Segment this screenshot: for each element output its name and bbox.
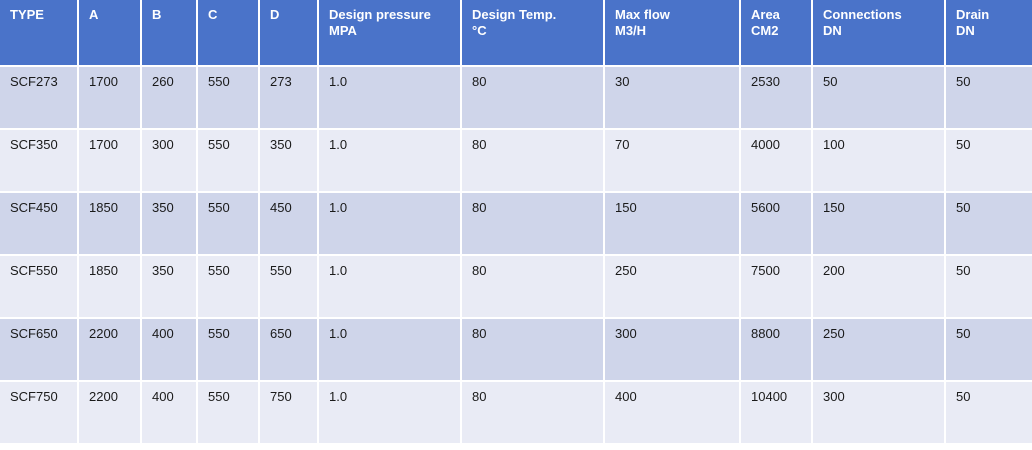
cell-drain: 50 xyxy=(946,130,1032,191)
cell-area: 5600 xyxy=(741,193,811,254)
header-a: A xyxy=(79,0,140,65)
cell-area: 2530 xyxy=(741,67,811,128)
cell-design-pressure: 1.0 xyxy=(319,193,460,254)
cell-b: 400 xyxy=(142,382,196,443)
cell-max-flow: 70 xyxy=(605,130,739,191)
header-c: C xyxy=(198,0,258,65)
cell-a: 2200 xyxy=(79,382,140,443)
cell-b: 260 xyxy=(142,67,196,128)
cell-d: 450 xyxy=(260,193,317,254)
cell-connections: 250 xyxy=(813,319,944,380)
cell-area: 8800 xyxy=(741,319,811,380)
cell-c: 550 xyxy=(198,193,258,254)
cell-type: SCF450 xyxy=(0,193,77,254)
header-connections: Connections DN xyxy=(813,0,944,65)
cell-area: 4000 xyxy=(741,130,811,191)
cell-d: 750 xyxy=(260,382,317,443)
cell-b: 350 xyxy=(142,256,196,317)
cell-b: 300 xyxy=(142,130,196,191)
cell-c: 550 xyxy=(198,67,258,128)
cell-area: 10400 xyxy=(741,382,811,443)
cell-drain: 50 xyxy=(946,193,1032,254)
header-b: B xyxy=(142,0,196,65)
cell-b: 400 xyxy=(142,319,196,380)
cell-c: 550 xyxy=(198,130,258,191)
cell-c: 550 xyxy=(198,256,258,317)
cell-type: SCF273 xyxy=(0,67,77,128)
cell-max-flow: 400 xyxy=(605,382,739,443)
cell-drain: 50 xyxy=(946,256,1032,317)
cell-d: 273 xyxy=(260,67,317,128)
cell-c: 550 xyxy=(198,319,258,380)
table-row: SCF350 1700 300 550 350 1.0 80 70 4000 1… xyxy=(0,130,1032,191)
cell-a: 1850 xyxy=(79,193,140,254)
cell-max-flow: 30 xyxy=(605,67,739,128)
header-drain: Drain DN xyxy=(946,0,1032,65)
cell-design-pressure: 1.0 xyxy=(319,256,460,317)
cell-type: SCF750 xyxy=(0,382,77,443)
header-d: D xyxy=(260,0,317,65)
cell-drain: 50 xyxy=(946,382,1032,443)
cell-a: 1700 xyxy=(79,67,140,128)
cell-design-temp: 80 xyxy=(462,67,603,128)
cell-max-flow: 300 xyxy=(605,319,739,380)
cell-a: 1850 xyxy=(79,256,140,317)
header-type: TYPE xyxy=(0,0,77,65)
cell-c: 550 xyxy=(198,382,258,443)
cell-drain: 50 xyxy=(946,319,1032,380)
cell-design-temp: 80 xyxy=(462,130,603,191)
cell-a: 2200 xyxy=(79,319,140,380)
cell-type: SCF550 xyxy=(0,256,77,317)
cell-d: 350 xyxy=(260,130,317,191)
cell-drain: 50 xyxy=(946,67,1032,128)
table-row: SCF273 1700 260 550 273 1.0 80 30 2530 5… xyxy=(0,67,1032,128)
cell-max-flow: 150 xyxy=(605,193,739,254)
header-area: Area CM2 xyxy=(741,0,811,65)
cell-design-temp: 80 xyxy=(462,193,603,254)
cell-b: 350 xyxy=(142,193,196,254)
cell-connections: 200 xyxy=(813,256,944,317)
header-design-temp: Design Temp. °C xyxy=(462,0,603,65)
table-row: SCF450 1850 350 550 450 1.0 80 150 5600 … xyxy=(0,193,1032,254)
cell-design-pressure: 1.0 xyxy=(319,67,460,128)
header-row: TYPE A B C D Design pressure MPA Design T… xyxy=(0,0,1032,65)
header-max-flow: Max flow M3/H xyxy=(605,0,739,65)
cell-connections: 300 xyxy=(813,382,944,443)
cell-type: SCF650 xyxy=(0,319,77,380)
cell-connections: 50 xyxy=(813,67,944,128)
table-row: SCF550 1850 350 550 550 1.0 80 250 7500 … xyxy=(0,256,1032,317)
cell-design-pressure: 1.0 xyxy=(319,319,460,380)
cell-type: SCF350 xyxy=(0,130,77,191)
table-row: SCF650 2200 400 550 650 1.0 80 300 8800 … xyxy=(0,319,1032,380)
cell-design-temp: 80 xyxy=(462,319,603,380)
cell-design-temp: 80 xyxy=(462,382,603,443)
cell-connections: 100 xyxy=(813,130,944,191)
cell-area: 7500 xyxy=(741,256,811,317)
cell-design-temp: 80 xyxy=(462,256,603,317)
table-row: SCF750 2200 400 550 750 1.0 80 400 10400… xyxy=(0,382,1032,443)
cell-connections: 150 xyxy=(813,193,944,254)
cell-design-pressure: 1.0 xyxy=(319,382,460,443)
cell-design-pressure: 1.0 xyxy=(319,130,460,191)
cell-a: 1700 xyxy=(79,130,140,191)
cell-d: 650 xyxy=(260,319,317,380)
cell-max-flow: 250 xyxy=(605,256,739,317)
cell-d: 550 xyxy=(260,256,317,317)
header-design-pressure: Design pressure MPA xyxy=(319,0,460,65)
